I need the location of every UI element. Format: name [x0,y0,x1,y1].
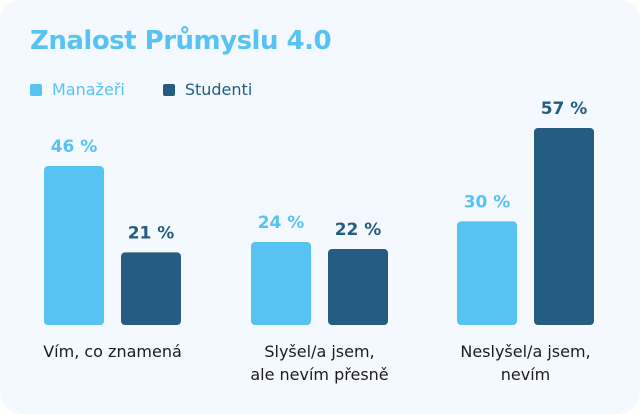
chart-legend: Manažeři Studenti [30,80,290,99]
category-label-2: Neslyšel/a jsem, nevím [460,342,590,384]
legend-label-managers: Manažeři [52,80,125,99]
bar-students-1 [328,248,388,325]
value-label-students-0: 21 % [128,223,175,243]
value-label-managers-2: 30 % [464,192,511,212]
category-label-1: Slyšel/a jsem, ale nevím přesně [250,342,388,384]
legend-item-managers: Manažeři [30,80,125,99]
chart-title: Znalost Průmyslu 4.0 [30,26,332,56]
legend-item-students: Studenti [162,80,253,99]
bar-students-2 [534,128,594,325]
bar-managers-2 [457,221,517,325]
bar-managers-0 [44,166,104,325]
value-label-students-2: 57 % [541,99,588,119]
bar-students-0 [121,252,181,325]
bar-managers-1 [251,242,311,325]
value-label-students-1: 22 % [335,220,382,240]
value-label-managers-0: 46 % [51,137,98,157]
legend-label-students: Studenti [184,80,253,99]
legend-swatch-managers [30,83,42,96]
category-label-0: Vím, co znamená [43,342,182,361]
value-label-managers-1: 24 % [258,213,305,233]
legend-swatch-students [162,83,175,96]
